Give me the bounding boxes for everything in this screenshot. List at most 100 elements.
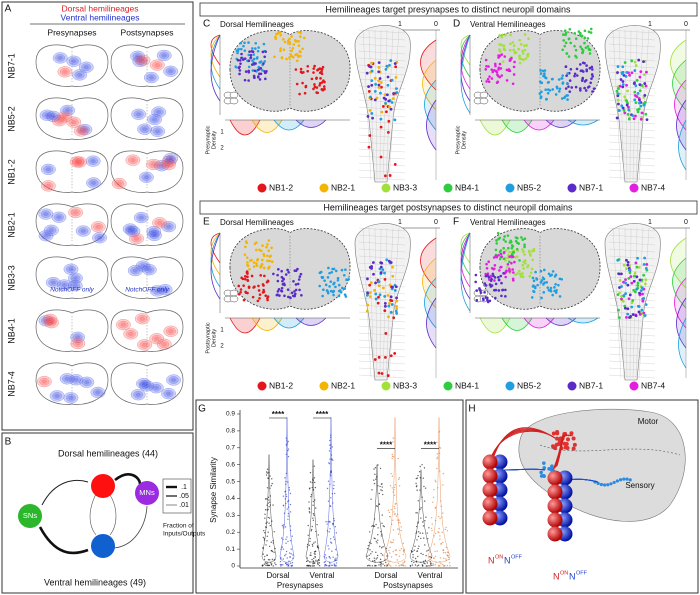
- decoration: [316, 68, 319, 72]
- decoration: [55, 54, 66, 62]
- decoration: [238, 59, 242, 62]
- decoration: [279, 49, 282, 53]
- decoration: [627, 276, 631, 280]
- density-tick: 1: [220, 130, 224, 136]
- decoration: [73, 377, 79, 382]
- decoration: [318, 82, 322, 85]
- decoration: [369, 565, 371, 567]
- decoration: [427, 537, 429, 540]
- decoration: [161, 221, 177, 233]
- decoration: [264, 513, 266, 516]
- decoration: [634, 64, 638, 67]
- decoration: [421, 496, 423, 498]
- y-tick-label: 0.4: [226, 495, 235, 502]
- decoration: [497, 237, 500, 241]
- decoration: [424, 487, 427, 489]
- decoration: [310, 565, 312, 567]
- decoration: [73, 125, 89, 137]
- decoration: [493, 264, 497, 267]
- decoration: [135, 54, 141, 59]
- scale-label: .1: [181, 484, 187, 491]
- decoration: [422, 560, 425, 563]
- decoration: [387, 509, 390, 512]
- decoration: [532, 279, 536, 283]
- decoration: [270, 485, 272, 487]
- decoration: [358, 162, 406, 167]
- panel-label: B: [5, 437, 12, 448]
- decoration: [368, 554, 370, 556]
- decoration: [285, 495, 288, 498]
- decoration: [354, 223, 411, 381]
- decoration: [161, 342, 167, 347]
- decoration: [423, 485, 425, 488]
- decoration: [494, 248, 498, 252]
- decoration: [268, 506, 270, 508]
- decoration: [140, 264, 146, 269]
- decoration: [271, 558, 274, 561]
- decoration: [410, 551, 413, 553]
- decoration: [442, 549, 444, 551]
- decoration: [418, 545, 420, 547]
- y-tick-label: 0.6: [226, 461, 235, 468]
- decoration: [239, 47, 243, 51]
- decoration: [542, 466, 547, 470]
- decoration: [621, 65, 625, 69]
- decoration: [538, 92, 542, 95]
- decoration: [612, 29, 622, 181]
- decoration: [269, 475, 271, 477]
- decoration: [629, 227, 632, 379]
- decoration: [152, 61, 163, 69]
- decoration: [623, 304, 627, 308]
- decoration: [133, 211, 149, 224]
- decoration: [128, 331, 134, 336]
- decoration: [445, 558, 447, 560]
- decoration: [264, 532, 266, 534]
- decoration: [319, 183, 329, 193]
- decoration: [325, 557, 327, 559]
- decoration: [276, 290, 280, 293]
- decoration: [417, 564, 420, 566]
- decoration: [399, 549, 401, 552]
- decoration: [266, 295, 270, 298]
- decoration: [446, 551, 449, 553]
- decoration: [122, 223, 138, 235]
- decoration: [518, 259, 521, 262]
- decoration: [381, 381, 391, 391]
- decoration: [229, 295, 239, 303]
- decoration: [335, 548, 337, 551]
- decoration: [45, 167, 51, 172]
- decoration: [336, 559, 338, 561]
- decoration: [398, 519, 400, 521]
- decoration: [622, 108, 626, 112]
- decoration: [400, 548, 403, 550]
- decoration: [294, 68, 298, 71]
- decoration: [287, 518, 289, 520]
- decoration: [391, 455, 394, 458]
- decoration: [635, 29, 644, 181]
- decoration: [238, 69, 242, 72]
- decoration: [229, 119, 261, 136]
- decoration: [287, 440, 289, 443]
- decoration: [366, 547, 369, 550]
- decoration: [384, 559, 386, 561]
- decoration: [366, 277, 369, 281]
- decoration: [312, 87, 315, 91]
- decoration: [438, 430, 441, 433]
- decoration: [390, 541, 393, 544]
- decoration: [358, 227, 406, 232]
- decoration: [388, 105, 392, 109]
- decoration: [367, 544, 370, 547]
- decoration: [376, 557, 379, 559]
- decoration: [584, 89, 588, 92]
- decoration: [372, 560, 374, 562]
- decoration: [494, 282, 498, 286]
- decoration: [370, 111, 374, 115]
- decoration: [422, 521, 424, 523]
- decoration: [543, 72, 546, 75]
- decoration: [624, 227, 628, 379]
- decoration: [280, 565, 282, 567]
- decoration: [581, 50, 585, 54]
- decoration: [84, 380, 90, 385]
- decoration: [264, 517, 266, 519]
- decoration: [512, 271, 515, 274]
